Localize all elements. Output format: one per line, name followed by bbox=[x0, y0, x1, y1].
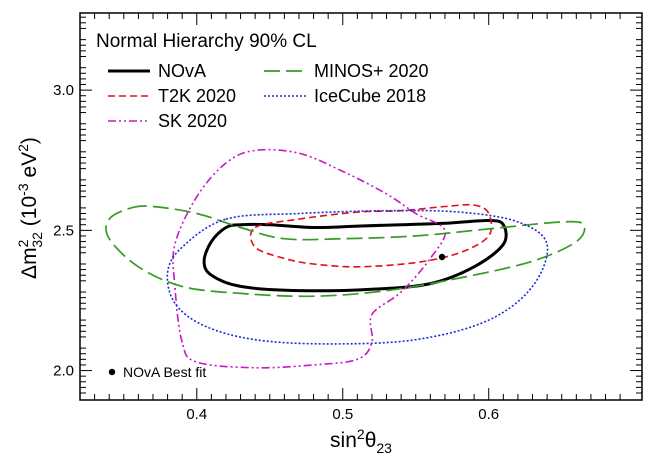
contour-nova bbox=[202, 218, 508, 293]
contour-sk-2020 bbox=[172, 148, 447, 369]
legend-label-t2k-2020: T2K 2020 bbox=[158, 86, 236, 106]
y-label-sup: 2 bbox=[15, 239, 31, 247]
contours-layer bbox=[105, 148, 586, 369]
x-tick-label: 0.5 bbox=[332, 406, 353, 423]
y-tick-label: 3.0 bbox=[53, 82, 74, 99]
y-label-unit-close: ) bbox=[18, 137, 41, 144]
legend-label-minos-2020: MINOS+ 2020 bbox=[314, 61, 429, 81]
y-label-unit-mid: eV bbox=[18, 152, 41, 184]
y-label-sub: 32 bbox=[29, 232, 45, 248]
best-fit-group: NOvA Best fit bbox=[108, 253, 446, 380]
x-label-base: sin bbox=[330, 429, 357, 452]
plot-frame bbox=[79, 12, 643, 401]
legend-label-icecube-2018: IceCube 2018 bbox=[314, 86, 426, 106]
x-tick-label: 0.6 bbox=[478, 406, 499, 423]
contour-icecube-2018 bbox=[166, 209, 549, 345]
x-tick-label: 0.4 bbox=[186, 406, 207, 423]
contour-t2k-2020 bbox=[249, 203, 493, 268]
ticks-layer: 0.4 0.5 0.6 2.0 2.5 3.0 bbox=[53, 13, 642, 423]
x-label-theta: θ bbox=[365, 429, 377, 452]
y-axis-label: Δm232 (10-3 eV2) bbox=[15, 137, 45, 279]
x-label-sup: 2 bbox=[357, 426, 365, 442]
x-axis-label: sin2θ23 bbox=[330, 426, 392, 456]
y-tick-label: 2.0 bbox=[53, 363, 74, 380]
best-fit-legend-marker bbox=[108, 368, 116, 376]
y-label-unit-sup: 2 bbox=[15, 144, 31, 152]
best-fit-marker bbox=[438, 253, 446, 261]
y-label-unit-exp: -3 bbox=[15, 183, 31, 196]
y-label-delta: Δm bbox=[18, 247, 41, 279]
chart-title: Normal Hierarchy 90% CL bbox=[96, 31, 317, 52]
best-fit-label: NOvA Best fit bbox=[123, 364, 206, 380]
legend-label-sk-2020: SK 2020 bbox=[158, 111, 227, 131]
y-label-unit-open: (10 bbox=[18, 196, 41, 232]
contour-minos-2020 bbox=[105, 205, 586, 298]
x-label-sub: 23 bbox=[376, 440, 392, 456]
legend: NOvA T2K 2020 SK 2020 MINOS+ 2020 IceCube 20… bbox=[108, 61, 429, 131]
y-tick-label: 2.5 bbox=[53, 222, 74, 239]
legend-label-nova: NOvA bbox=[158, 61, 206, 81]
